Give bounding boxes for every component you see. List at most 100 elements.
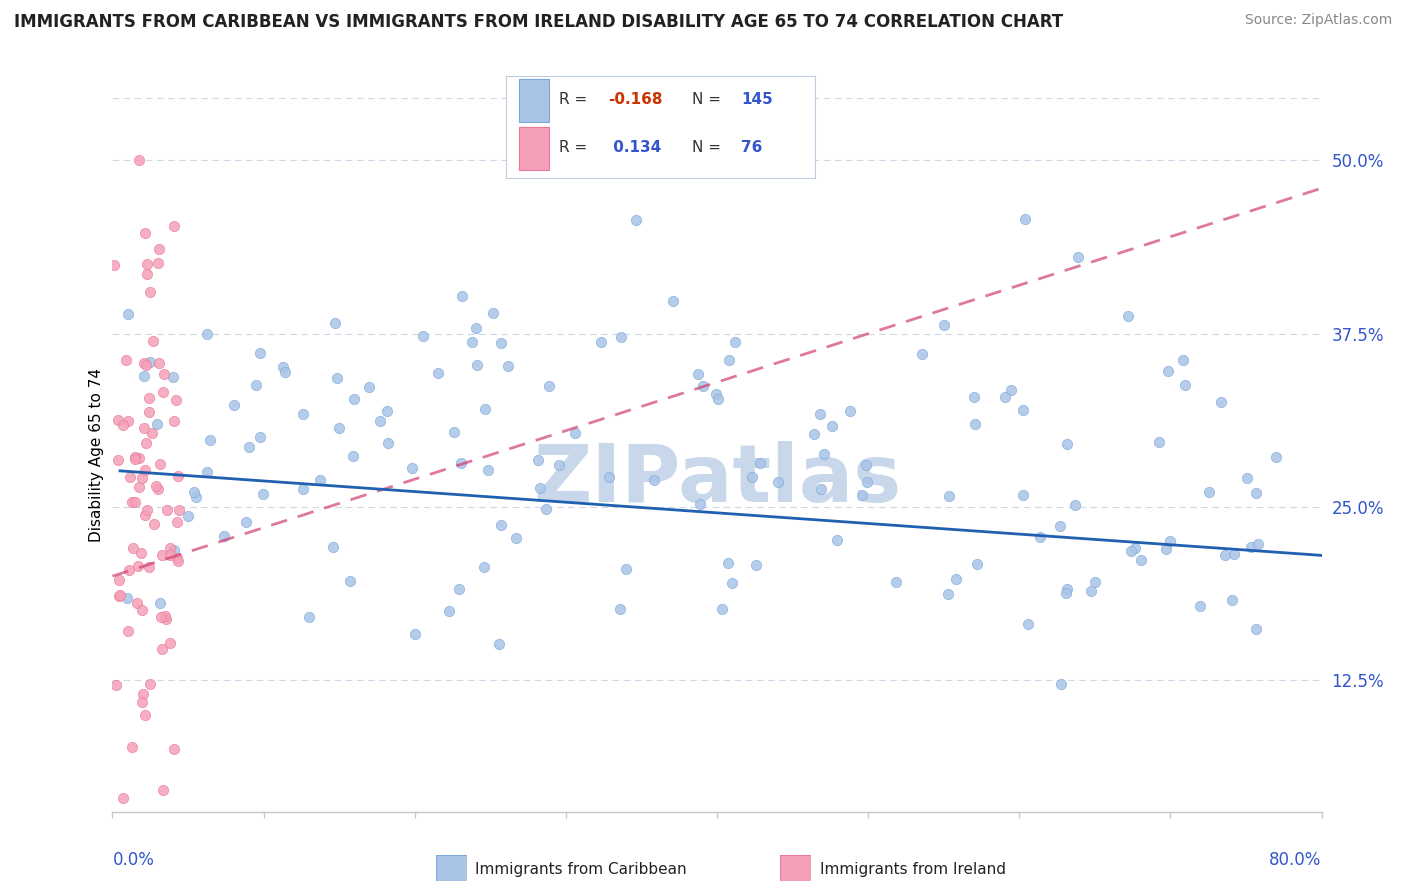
Point xyxy=(149,458,172,472)
Point xyxy=(166,550,188,565)
Point xyxy=(538,379,561,393)
Point xyxy=(1012,402,1035,417)
Text: 80.0%: 80.0% xyxy=(1270,851,1322,869)
Point xyxy=(166,515,188,529)
Point xyxy=(1116,309,1139,323)
Point xyxy=(707,392,730,406)
Point xyxy=(134,226,156,240)
Point xyxy=(291,407,314,421)
Text: -0.168: -0.168 xyxy=(609,92,662,107)
Point xyxy=(162,370,184,384)
Point xyxy=(910,347,932,361)
Point xyxy=(139,677,162,691)
Point xyxy=(238,440,260,454)
Point xyxy=(103,258,125,272)
Point xyxy=(163,414,186,428)
Point xyxy=(117,307,139,321)
Point xyxy=(118,470,141,484)
Point xyxy=(139,285,162,299)
Point xyxy=(1049,518,1071,533)
Point xyxy=(1050,677,1073,691)
Point xyxy=(1213,548,1236,562)
Point xyxy=(159,548,181,562)
Point xyxy=(963,390,986,404)
Point xyxy=(138,559,160,574)
Point xyxy=(404,626,426,640)
Point xyxy=(328,421,350,435)
Point xyxy=(966,558,988,572)
Text: 145: 145 xyxy=(741,92,773,107)
Point xyxy=(1157,364,1180,378)
Point xyxy=(195,465,218,479)
Point xyxy=(121,495,143,509)
Point xyxy=(1209,394,1232,409)
Point xyxy=(357,380,380,394)
Point xyxy=(1014,212,1036,227)
Point xyxy=(851,488,873,502)
Point xyxy=(343,392,366,406)
Point xyxy=(401,460,423,475)
Point xyxy=(741,470,763,484)
Point xyxy=(195,327,218,342)
Point xyxy=(107,573,129,587)
Point xyxy=(1123,541,1146,555)
Point xyxy=(118,563,141,577)
Point xyxy=(159,541,181,555)
Point xyxy=(810,482,832,496)
Point xyxy=(200,433,222,447)
Point xyxy=(489,518,512,533)
Point xyxy=(124,495,146,509)
Point xyxy=(412,328,434,343)
Point xyxy=(547,458,569,473)
Point xyxy=(138,391,160,405)
Point xyxy=(610,330,633,344)
Point xyxy=(1000,384,1022,398)
Point xyxy=(692,379,714,393)
Point xyxy=(564,426,586,441)
Point xyxy=(308,473,330,487)
Text: IMMIGRANTS FROM CARIBBEAN VS IMMIGRANTS FROM IRELAND DISABILITY AGE 65 TO 74 COR: IMMIGRANTS FROM CARIBBEAN VS IMMIGRANTS … xyxy=(14,13,1063,31)
Point xyxy=(1265,450,1288,464)
Text: 0.134: 0.134 xyxy=(609,140,661,155)
Point xyxy=(1171,353,1194,368)
Point xyxy=(451,289,474,303)
Point xyxy=(135,436,157,450)
Point xyxy=(153,367,176,381)
Point xyxy=(235,515,257,529)
Point xyxy=(689,497,711,511)
Point xyxy=(1174,378,1197,392)
Point xyxy=(1198,484,1220,499)
Point xyxy=(688,367,710,381)
Point xyxy=(339,574,361,588)
Point xyxy=(128,479,150,493)
Point xyxy=(1159,533,1181,548)
Point xyxy=(104,678,127,692)
Point xyxy=(704,387,727,401)
Point xyxy=(152,384,174,399)
Point xyxy=(474,401,496,416)
Point xyxy=(107,452,129,467)
Point xyxy=(1056,582,1078,596)
Point xyxy=(810,407,832,421)
Point xyxy=(1029,531,1052,545)
Text: R =: R = xyxy=(558,140,586,155)
Point xyxy=(150,610,173,624)
Point xyxy=(131,471,153,485)
Point xyxy=(142,334,165,348)
Bar xyxy=(519,78,550,122)
Point xyxy=(721,575,744,590)
Text: Immigrants from Ireland: Immigrants from Ireland xyxy=(820,863,1005,877)
Point xyxy=(148,356,170,370)
Point xyxy=(127,596,149,610)
Point xyxy=(149,596,172,610)
Point xyxy=(1244,486,1267,500)
Point xyxy=(1220,593,1243,607)
Point xyxy=(135,359,157,373)
Point xyxy=(465,358,488,372)
Point xyxy=(163,741,186,756)
Point xyxy=(1119,544,1142,558)
Point xyxy=(117,414,139,428)
Point xyxy=(167,554,190,568)
Point xyxy=(131,695,153,709)
Point xyxy=(643,473,665,487)
